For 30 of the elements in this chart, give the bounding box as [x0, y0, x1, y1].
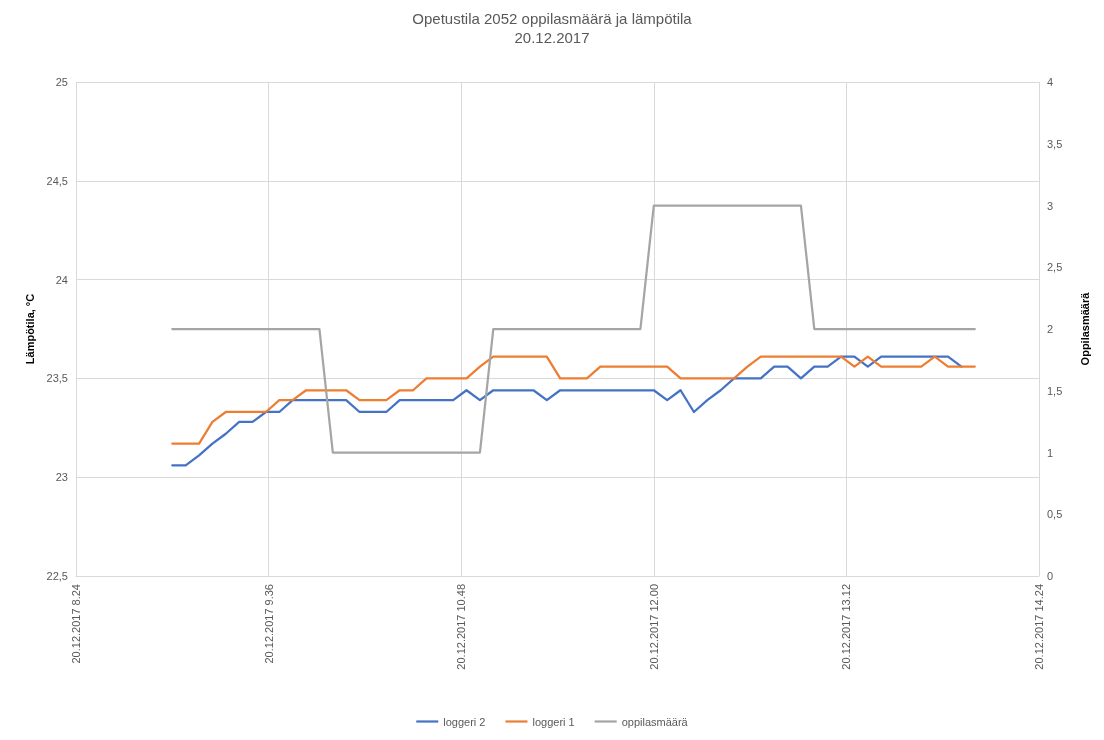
y2-axis-title: Oppilasmäärä	[1078, 291, 1091, 366]
x-tick-label: 20.12.2017 8.24	[70, 584, 82, 664]
x-tick-label: 20.12.2017 14.24	[1033, 584, 1045, 670]
chart-subtitle: 20.12.2017	[514, 29, 590, 46]
y-tick-label: 24,5	[46, 174, 68, 187]
y-tick-label: 23,5	[46, 372, 68, 385]
x-tick-label: 20.12.2017 12.00	[647, 584, 660, 670]
x-tick-label: 20.12.2017 13.12	[840, 584, 853, 670]
legend-label: loggeri 2	[443, 715, 486, 728]
y2-tick-label: 0	[1047, 570, 1054, 582]
y-tick-label: 23	[55, 471, 68, 484]
x-tick-label: 20.12.2017 9.36	[262, 584, 275, 664]
y2-tick-label: 2,5	[1047, 261, 1063, 274]
y2-tick-label: 1,5	[1047, 384, 1063, 397]
line-series	[171, 355, 976, 445]
y-axis-title: Lämpötila, °C	[24, 293, 37, 365]
y-tick-label: 25	[55, 76, 68, 88]
y-tick-label: 22,5	[46, 570, 68, 582]
x-tick-label: 20.12.2017 10.48	[455, 584, 468, 670]
line-series	[171, 355, 963, 467]
y2-tick-label: 3	[1047, 199, 1054, 212]
y2-tick-label: 2	[1047, 323, 1054, 335]
y2-tick-label: 1	[1047, 446, 1054, 459]
chart-title: Opetustila 2052 oppilasmäärä ja lämpötila	[412, 10, 693, 27]
legend-label: oppilasmäärä	[621, 715, 689, 728]
y2-tick-label: 4	[1047, 76, 1054, 88]
y2-tick-label: 0,5	[1047, 508, 1063, 521]
y2-tick-label: 3,5	[1047, 137, 1063, 150]
legend-label: loggeri 1	[532, 715, 575, 728]
y-tick-label: 24	[55, 273, 68, 286]
